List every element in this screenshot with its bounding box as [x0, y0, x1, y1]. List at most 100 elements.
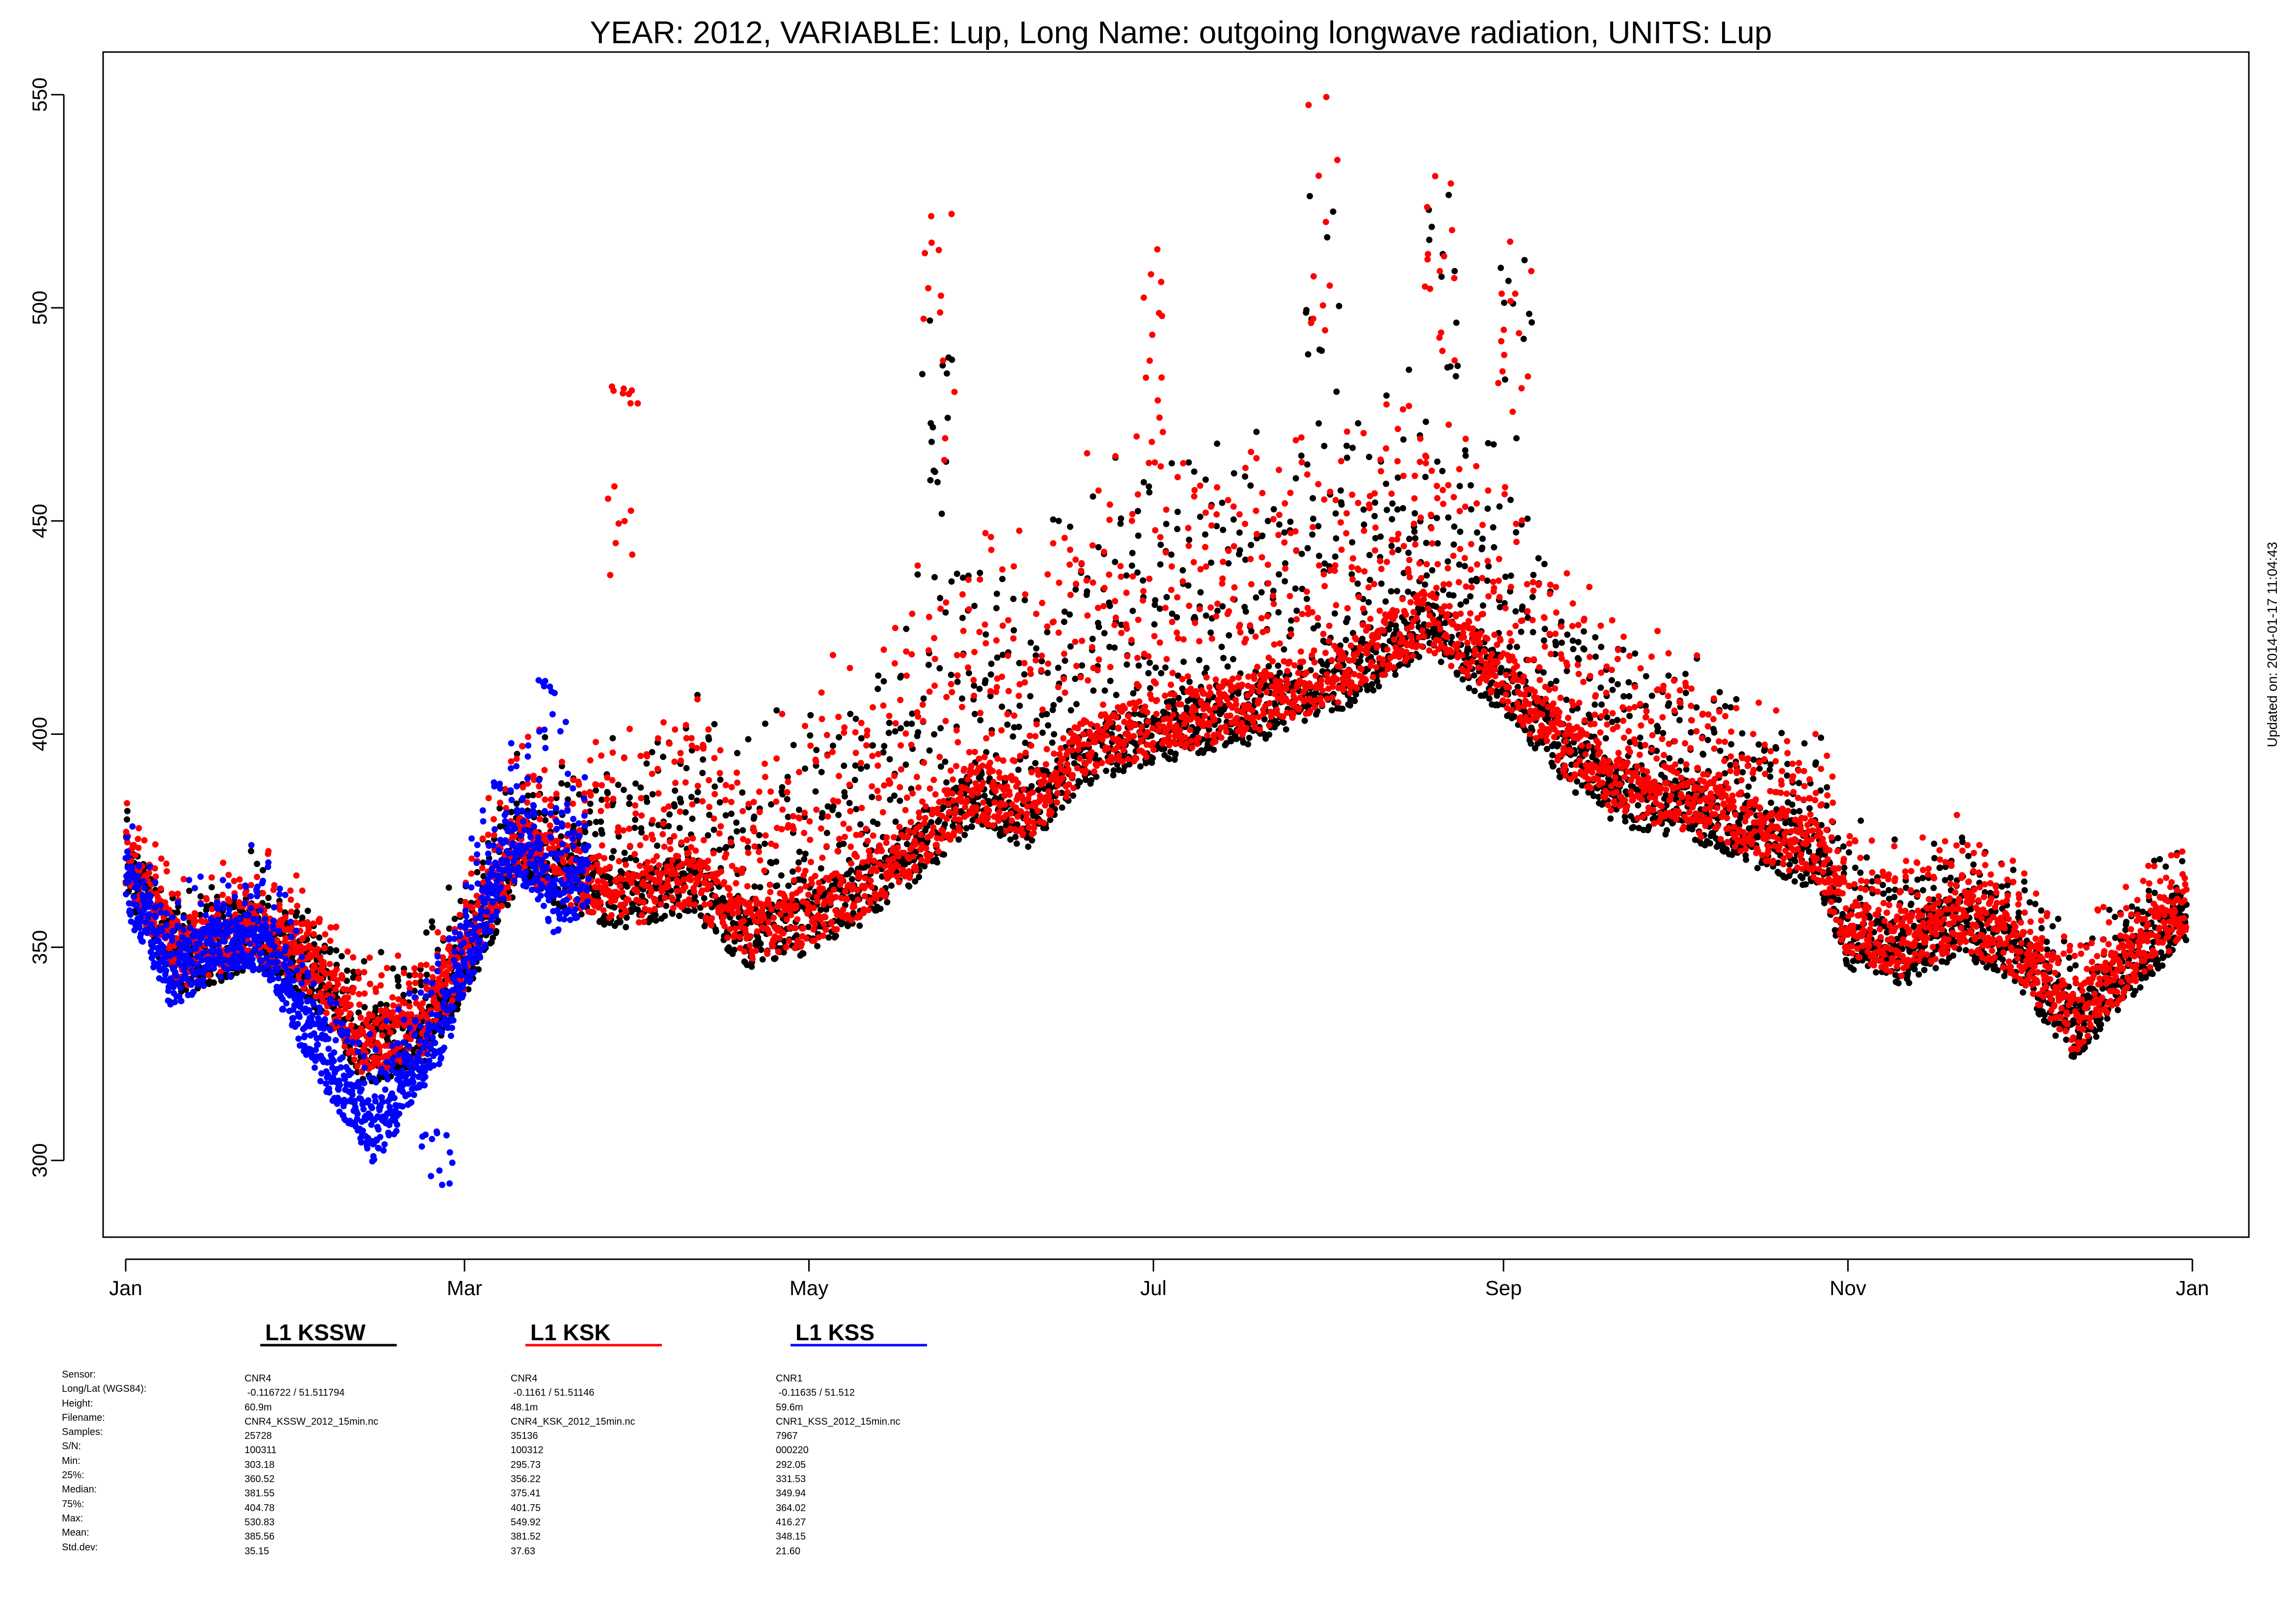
data-point	[1507, 496, 1514, 503]
data-point	[1072, 676, 1079, 682]
data-point	[1994, 967, 2001, 974]
data-point	[163, 860, 170, 867]
data-point	[1321, 443, 1328, 449]
data-point	[678, 799, 684, 806]
data-point	[988, 660, 995, 667]
data-point	[1261, 716, 1268, 723]
data-point	[1297, 664, 1304, 671]
data-point	[987, 693, 994, 700]
data-point	[757, 940, 764, 947]
data-point	[1050, 516, 1057, 523]
data-point	[958, 695, 965, 702]
data-point	[1147, 659, 1153, 666]
data-point	[1555, 741, 1562, 748]
data-point	[829, 742, 836, 749]
data-point	[976, 685, 983, 692]
data-point	[1750, 775, 1757, 782]
data-point	[141, 837, 148, 844]
data-point	[1027, 639, 1034, 646]
data-point	[1626, 712, 1633, 719]
data-point	[1704, 736, 1711, 743]
data-point	[1846, 849, 1852, 856]
data-point	[1405, 366, 1412, 373]
data-point	[663, 902, 670, 909]
data-point	[1575, 639, 1582, 646]
data-point	[1812, 759, 1819, 766]
data-point	[1850, 966, 1857, 973]
data-point	[1082, 777, 1089, 784]
data-point	[1149, 755, 1156, 761]
data-point	[1423, 540, 1430, 546]
data-point	[1349, 444, 1356, 451]
data-point	[1375, 683, 1382, 690]
data-point	[848, 867, 854, 874]
data-point	[780, 949, 787, 956]
data-point	[1891, 893, 1898, 900]
data-point	[355, 1009, 362, 1016]
data-point	[1474, 529, 1480, 536]
data-point	[1151, 621, 1158, 628]
data-point	[1965, 853, 1972, 860]
data-point	[361, 1004, 368, 1011]
data-point	[1419, 606, 1426, 613]
data-point	[728, 811, 735, 817]
data-point	[1016, 660, 1023, 667]
data-point	[1042, 825, 1049, 832]
data-point	[183, 986, 189, 993]
data-point	[795, 807, 802, 813]
data-point	[1400, 436, 1407, 443]
data-point	[1168, 460, 1175, 467]
data-point	[344, 967, 351, 974]
data-point	[1456, 483, 1463, 489]
data-point	[1185, 582, 1192, 589]
data-point	[158, 885, 164, 892]
data-point	[1233, 735, 1240, 742]
data-point	[490, 934, 496, 941]
data-point	[197, 893, 204, 900]
data-point	[881, 743, 888, 750]
data-point	[1012, 834, 1019, 840]
data-point	[1355, 420, 1362, 427]
data-point	[1103, 767, 1110, 774]
data-point	[1246, 734, 1253, 741]
data-point	[1676, 717, 1683, 724]
data-point	[848, 876, 855, 883]
data-point	[1450, 541, 1457, 548]
data-point	[832, 932, 839, 939]
data-point	[1405, 549, 1412, 556]
data-point	[1526, 310, 1532, 317]
data-point	[1635, 802, 1641, 809]
data-point	[564, 782, 571, 788]
data-point	[208, 884, 215, 891]
data-point	[1118, 515, 1124, 522]
data-point	[480, 859, 487, 866]
data-point	[971, 710, 978, 717]
data-point	[1316, 552, 1322, 559]
data-point	[1330, 208, 1337, 215]
data-point	[807, 732, 814, 739]
data-point	[858, 735, 865, 742]
data-point	[1167, 749, 1174, 756]
data-point	[1147, 685, 1153, 692]
data-point	[2111, 914, 2118, 920]
data-point	[1479, 535, 1486, 542]
data-point	[880, 749, 887, 756]
data-point	[977, 569, 984, 576]
data-point	[1614, 681, 1621, 688]
data-point	[921, 863, 928, 869]
data-point	[1471, 688, 1478, 694]
data-point	[965, 670, 972, 677]
data-point	[688, 794, 695, 800]
data-point	[1242, 608, 1249, 615]
data-point	[733, 819, 740, 826]
data-point	[762, 720, 768, 727]
data-point	[886, 720, 893, 726]
data-point	[632, 780, 639, 787]
data-point	[1106, 644, 1113, 650]
data-point	[1084, 588, 1091, 595]
data-point	[1399, 505, 1406, 512]
data-point	[676, 825, 683, 832]
data-point	[745, 736, 752, 743]
data-point	[2149, 971, 2156, 977]
data-point	[1998, 883, 2005, 890]
